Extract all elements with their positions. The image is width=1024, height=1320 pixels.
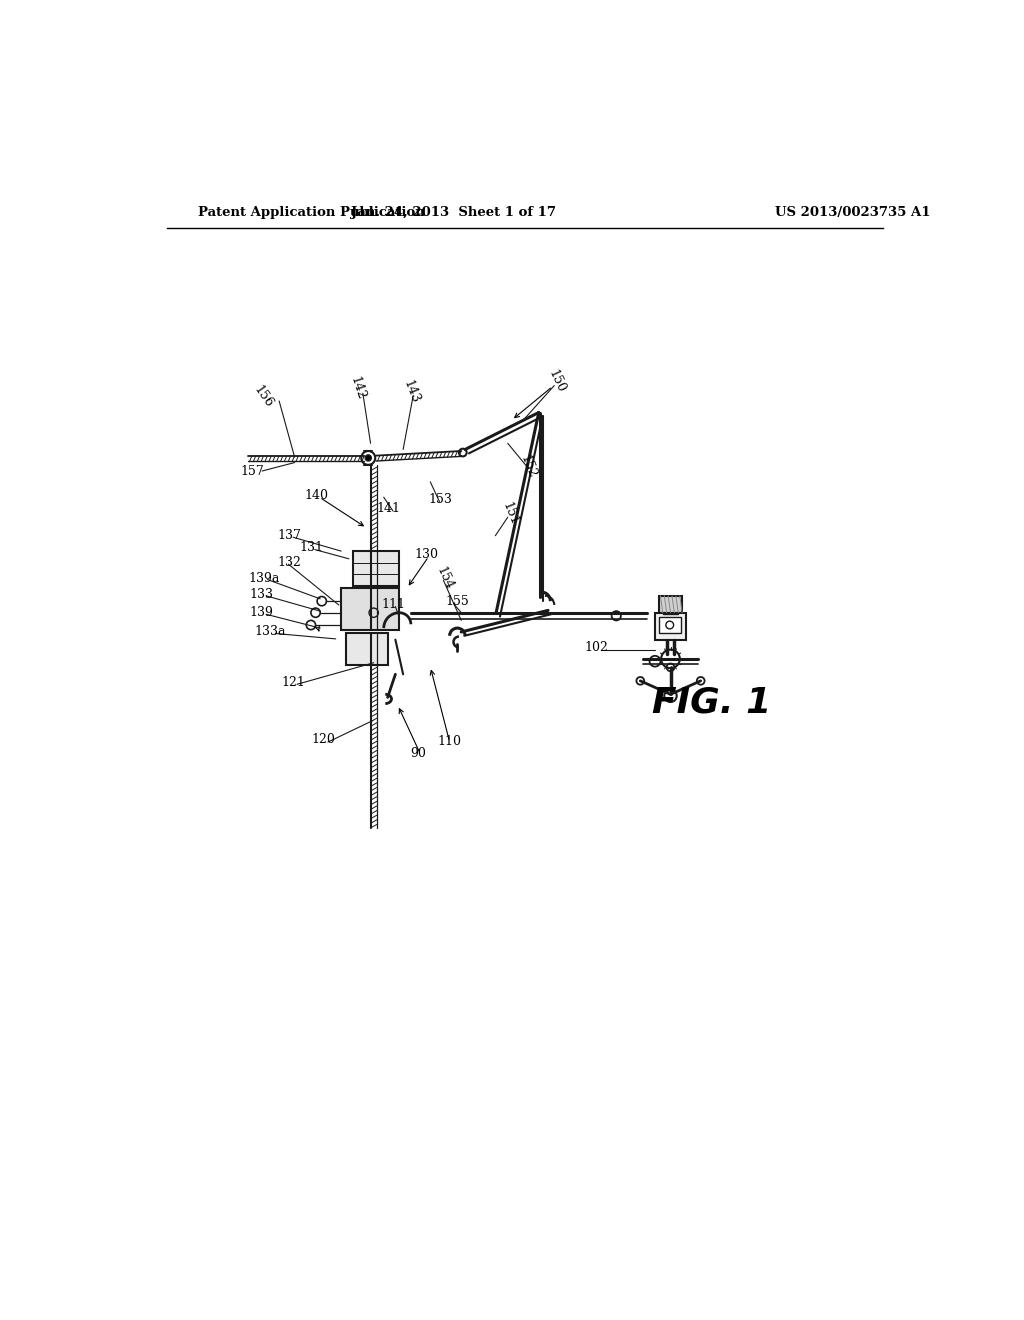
Text: 156: 156	[252, 384, 275, 411]
Text: 143: 143	[400, 378, 422, 405]
Text: 90: 90	[411, 747, 427, 760]
Text: 151: 151	[500, 500, 520, 528]
Bar	[341, 589, 399, 631]
Text: 142: 142	[347, 375, 368, 401]
Text: FIG. 1: FIG. 1	[651, 685, 771, 719]
Text: 140: 140	[304, 490, 329, 502]
Text: Patent Application Publication: Patent Application Publication	[198, 206, 425, 219]
Text: 130: 130	[415, 548, 438, 561]
Text: 110: 110	[437, 735, 462, 748]
Bar	[658, 618, 681, 632]
Text: 132: 132	[278, 556, 301, 569]
Text: 155: 155	[445, 594, 469, 607]
Bar	[655, 612, 686, 640]
Text: 152: 152	[517, 453, 539, 480]
Text: 121: 121	[282, 676, 305, 689]
Text: 120: 120	[311, 733, 335, 746]
Text: 139: 139	[250, 606, 273, 619]
Text: 137: 137	[278, 529, 301, 543]
Text: 141: 141	[377, 502, 400, 515]
Text: 111: 111	[381, 598, 406, 611]
Text: 153: 153	[428, 492, 453, 506]
Text: Jan. 24, 2013  Sheet 1 of 17: Jan. 24, 2013 Sheet 1 of 17	[351, 206, 556, 219]
Bar	[346, 632, 388, 665]
Bar	[352, 552, 399, 586]
Bar	[658, 595, 682, 612]
Text: 139a: 139a	[248, 572, 280, 585]
Text: 157: 157	[240, 465, 264, 478]
Circle shape	[366, 455, 372, 461]
Text: 133a: 133a	[254, 624, 286, 638]
Text: 150: 150	[546, 368, 567, 395]
Text: 102: 102	[585, 640, 609, 653]
Text: 131: 131	[300, 541, 324, 554]
Text: 133: 133	[249, 587, 273, 601]
Text: 154: 154	[433, 565, 455, 591]
Text: US 2013/0023735 A1: US 2013/0023735 A1	[775, 206, 931, 219]
